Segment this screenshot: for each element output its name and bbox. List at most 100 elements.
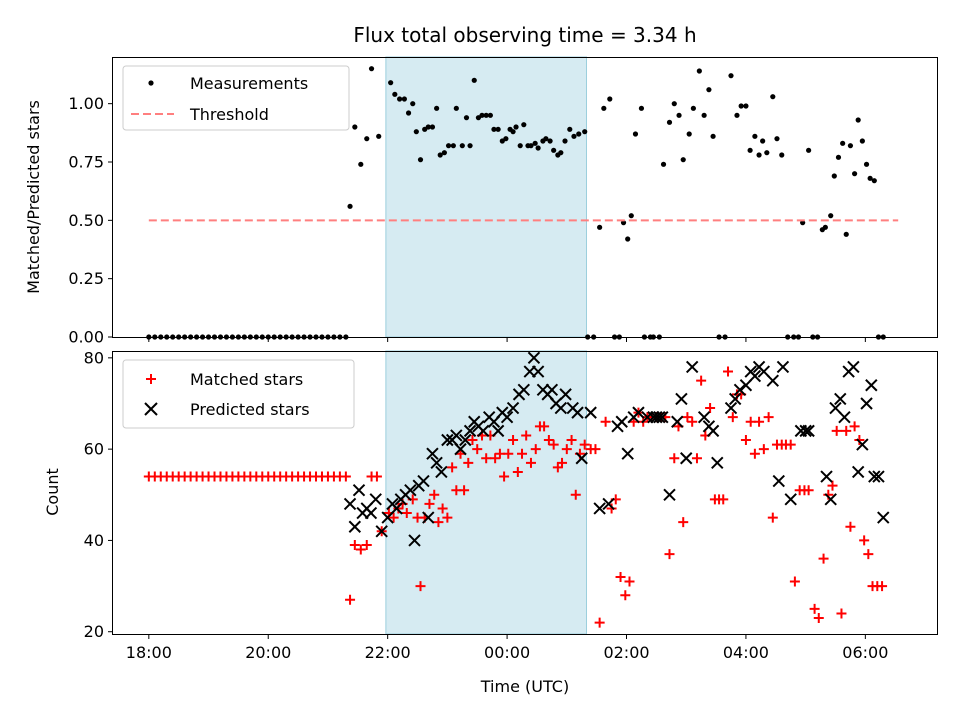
measurement-point [513,124,519,130]
matched-stars-point [818,553,829,564]
matched-stars-point [590,444,601,455]
top-panel: 0.00 0.25 0.50 0.75 1.00 Matched/Predicted s… [24,56,938,347]
matched-stars-point [669,453,680,464]
matched-stars-point [767,512,778,523]
matched-stars-point [557,457,568,468]
predicted-stars-point [663,488,676,501]
matched-stars-point [472,444,483,455]
measurement-point [352,124,358,130]
predicted-stars-point [545,383,559,397]
measurement-point [543,136,549,142]
matched-stars-point [785,439,796,450]
matched-stars-point [682,412,693,423]
matched-stars-point [503,448,514,459]
predicted-stars-point [675,392,688,406]
measurement-point [437,152,443,158]
matched-stars-point [494,448,505,459]
measurement-point [562,138,568,144]
measurement-point [760,138,766,144]
measurement-point [434,105,440,111]
predicted-stars-point [593,502,606,515]
predicted-stars-point [847,360,860,374]
predicted-stars-point [352,484,366,497]
predicted-stars-point [838,410,851,424]
measurement-point [686,131,692,137]
measurement-point [828,213,834,219]
predicted-stars-point [426,447,439,460]
measurement-point [453,105,459,111]
matched-stars-point [691,453,702,464]
predicted-stars-point [724,401,738,415]
matched-stars-point [548,439,559,450]
measurement-point [487,112,493,118]
measurement-point [764,150,770,156]
measurement-point [571,133,577,139]
matched-stars-point [539,421,550,432]
measurement-point [413,129,419,135]
measurement-point [835,154,842,160]
matched-stars-point [447,462,458,473]
predicted-stars-point [435,465,448,479]
measurement-point [510,129,516,135]
matched-stars-point [877,581,888,592]
predicted-stars-point [615,415,628,428]
matched-stars-point [521,430,532,441]
top-ylabel: Matched/Predicted stars [24,100,43,294]
bottom-ylabel: Count [43,468,62,516]
predicted-stars-point [571,406,584,419]
measurement-point [528,143,534,149]
matched-stars-point [517,448,528,459]
measurement-point [779,152,785,158]
matched-stars-point [723,366,734,377]
matched-stars-point [754,416,765,427]
matched-stars-point [803,485,814,496]
predicted-stars-point [430,456,443,470]
predicted-stars-point [454,442,467,456]
measurement-point [831,173,837,179]
legend-matched-label: Matched stars [190,370,303,389]
measurement-point [405,110,412,116]
measurement-point [840,140,846,146]
matched-stars-point [490,453,501,464]
predicted-stars-point [697,410,711,424]
bottom-plot-frame [112,351,938,635]
measurement-point [521,122,527,128]
predicted-stars-point [656,410,669,424]
predicted-stars-point [680,452,693,465]
top-plot-frame [112,57,938,338]
measurement-point [358,161,364,167]
matched-stars-point [849,421,860,432]
top-ytick-label: 0.25 [68,269,104,288]
matched-stars-point [349,539,360,550]
bottom-xlabel: Time (UTC) [480,677,569,696]
matched-stars-point [530,444,541,455]
measurement-point [392,91,398,97]
measurement-point [852,171,858,177]
matched-stars-point [740,435,751,446]
measurement-point [364,136,370,142]
matched-stars-point [727,412,738,423]
matched-stars-point [827,480,838,491]
predicted-stars-point [364,506,378,520]
top-legend: Measurements Threshold [122,65,350,131]
measurement-point [632,131,639,137]
predicted-stars-point [856,438,869,451]
matched-stars-point [570,489,581,500]
measurement-point [503,136,509,142]
measurement-point [628,213,634,219]
measurement-point [425,124,431,130]
matched-stars-point [345,594,356,605]
measurement-point [459,143,465,149]
matched-stars-point [561,444,572,455]
measurement-point [483,112,489,118]
matched-stars-point [437,503,448,514]
predicted-stars-point [653,410,666,424]
measurement-point [607,96,613,102]
bottom-xtick-label: 06:00 [842,643,888,662]
matched-stars-point [579,439,590,450]
matched-stars-point [481,453,492,464]
measurement-point [747,147,753,153]
predicted-stars-point [369,493,382,506]
measurement-point [752,133,758,139]
predicted-stars-point [348,520,362,533]
